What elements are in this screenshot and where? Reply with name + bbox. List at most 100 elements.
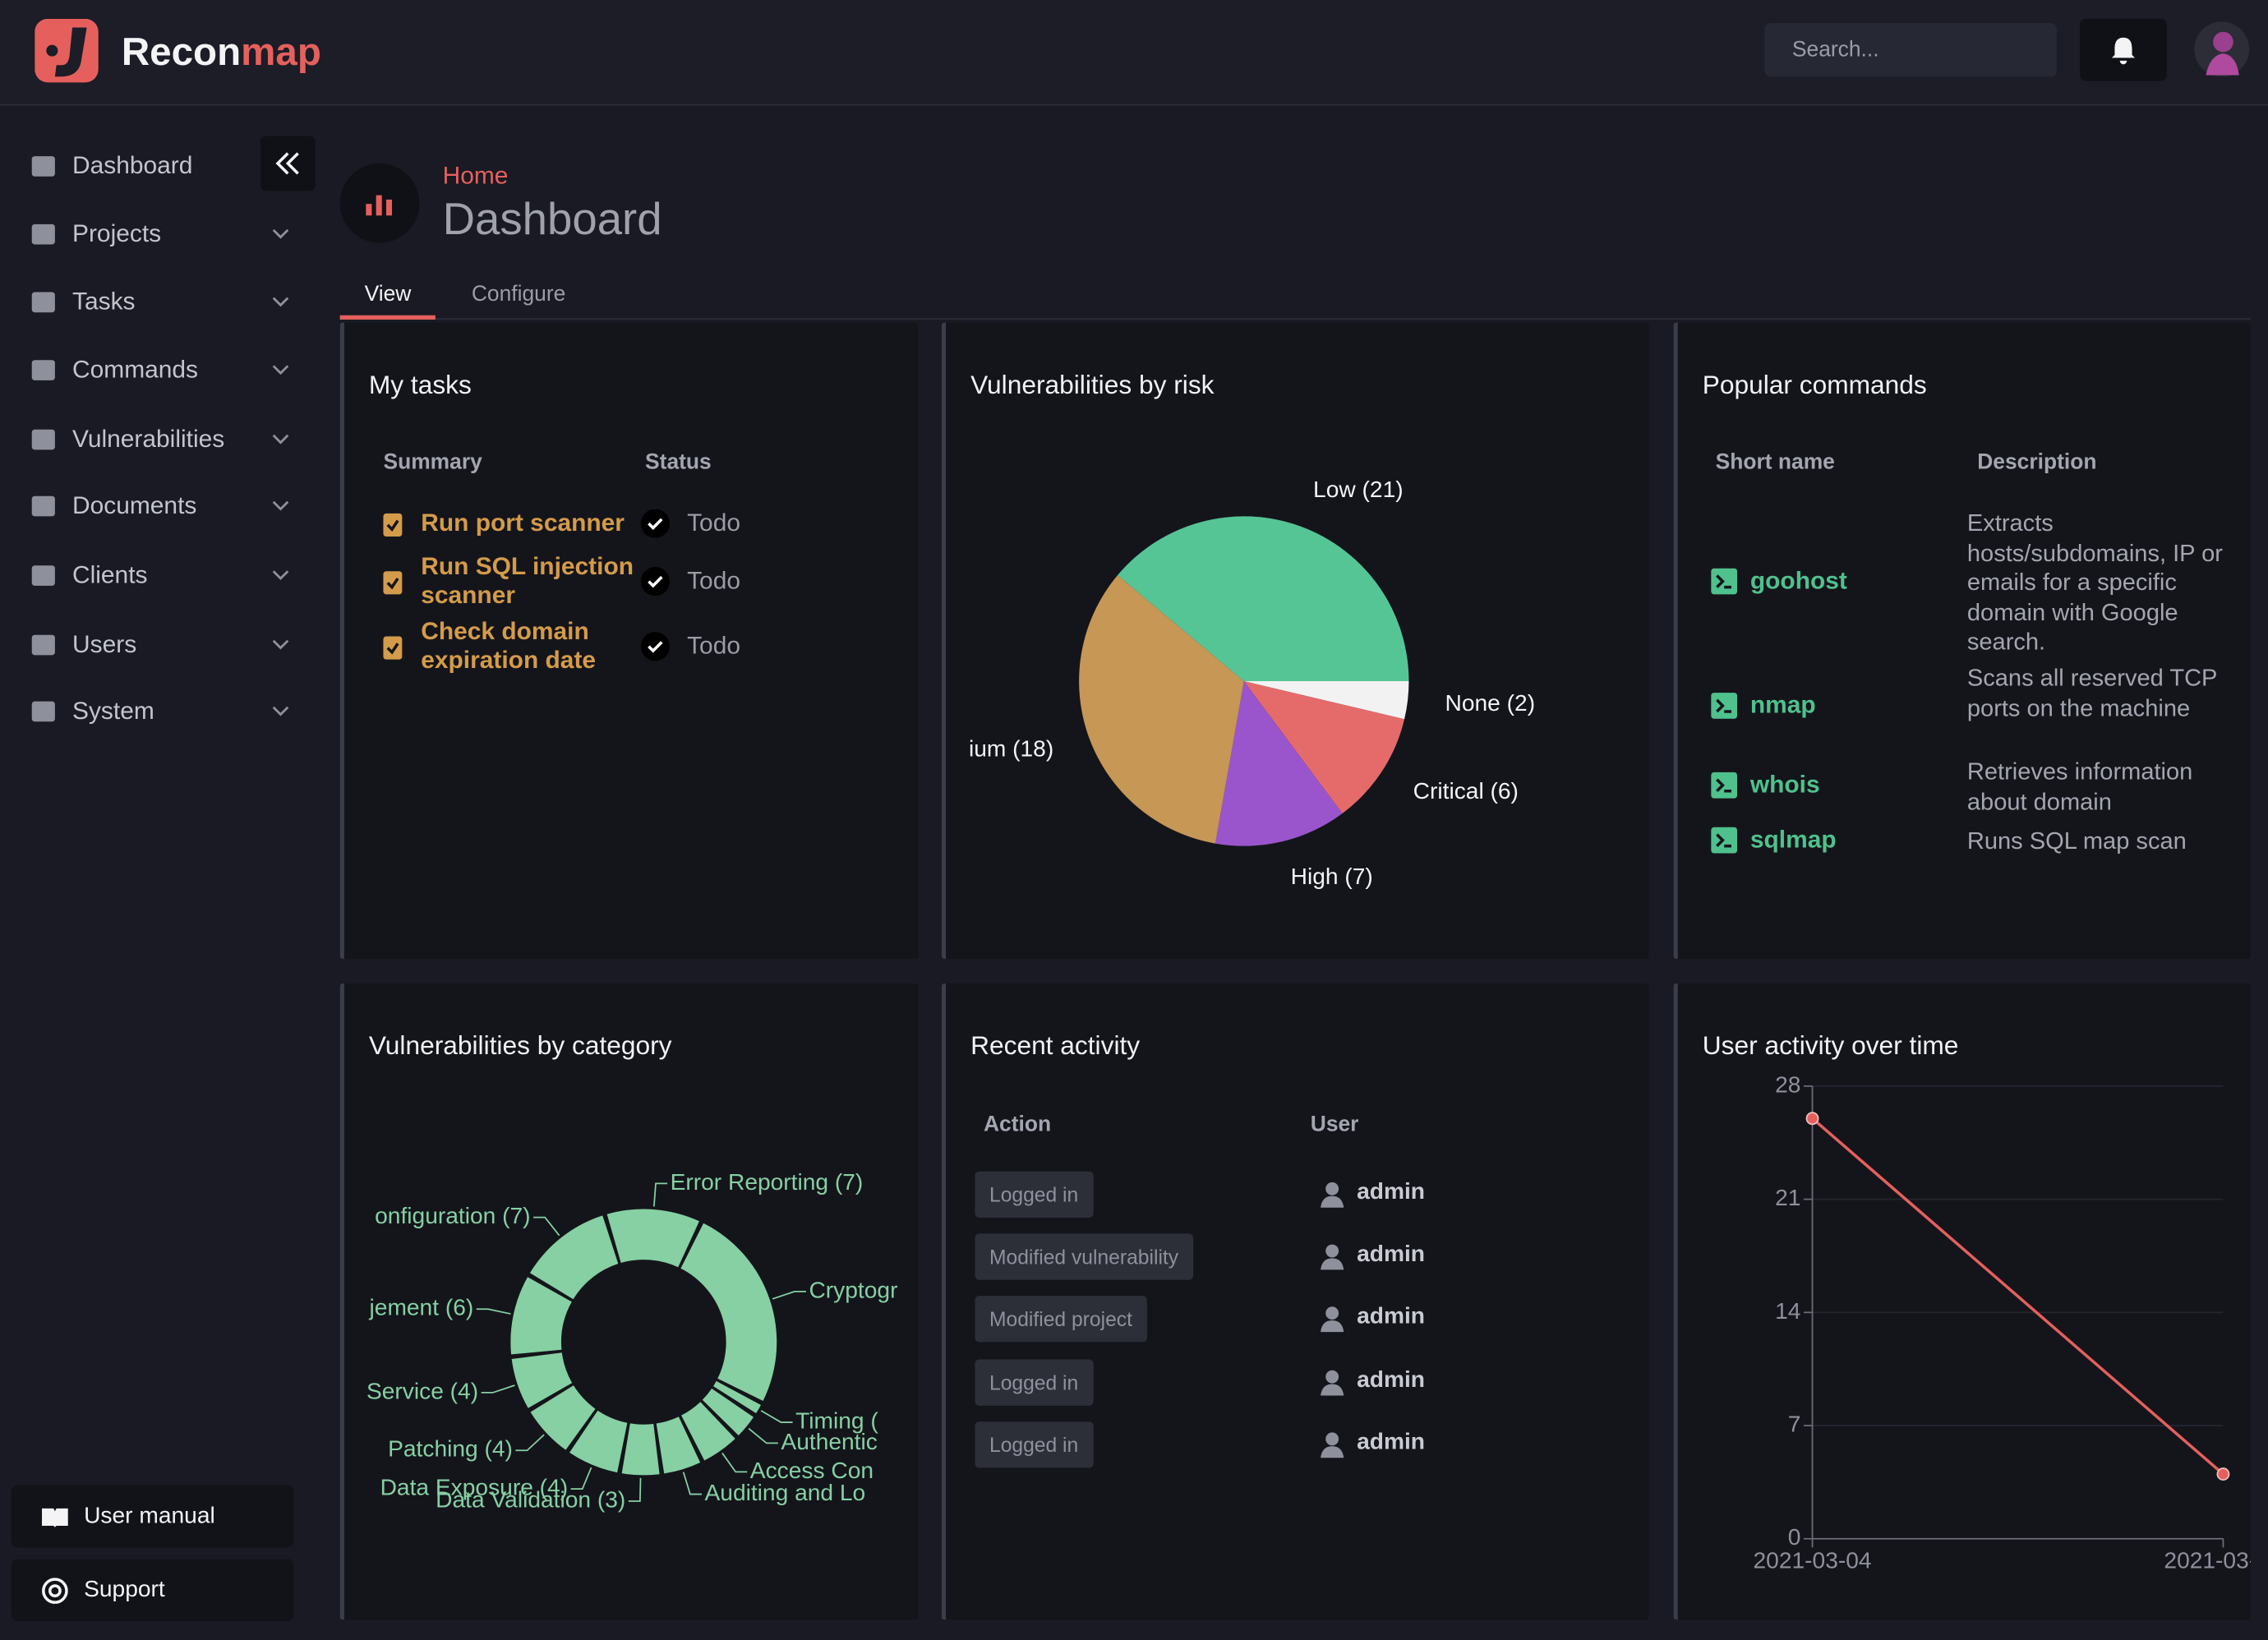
segment-label: Service (4)	[366, 1378, 478, 1403]
tab[interactable]: Configure	[471, 282, 566, 307]
nav-icon	[31, 429, 55, 450]
nav-label: Users	[72, 630, 137, 658]
command-name[interactable]: whois	[1749, 771, 1820, 799]
donut-segment	[569, 1410, 628, 1473]
nav-item[interactable]: Projects	[15, 205, 304, 263]
terminal-icon	[1711, 827, 1738, 854]
chevron-shape	[272, 570, 289, 581]
terminal-icon	[1711, 772, 1738, 799]
logo[interactable]	[35, 18, 101, 85]
nav-item[interactable]: Commands	[15, 341, 304, 398]
task-row: Check domain expiration date Todo	[380, 616, 901, 675]
user-body	[1321, 1384, 1344, 1396]
task-status: Todo	[687, 566, 741, 594]
nav-icon	[31, 156, 55, 177]
command-name[interactable]: nmap	[1749, 691, 1816, 719]
command-row: nmap	[1710, 661, 1816, 750]
brand[interactable]: Reconmap	[122, 29, 321, 75]
chevron-shape	[272, 639, 289, 650]
slice-label: High (7)	[1291, 864, 1373, 889]
user-icon	[1321, 1244, 1344, 1270]
donut-segment	[713, 1380, 761, 1414]
task-icon	[383, 635, 403, 659]
icon-shape	[31, 701, 55, 722]
line-series	[1811, 1117, 2224, 1476]
segment-label: Authentic	[781, 1429, 877, 1454]
line-point	[1805, 1112, 1819, 1126]
breadcrumb[interactable]: Home	[442, 162, 509, 190]
chevron-shape	[272, 706, 289, 716]
sidebar-footer-button[interactable]: Support	[12, 1559, 294, 1622]
terminal-prompt	[1716, 778, 1731, 793]
column-header: Short name	[1715, 449, 1835, 475]
task-icon	[383, 570, 403, 594]
action-badge: Logged in	[975, 1421, 1093, 1468]
footer-label: Support	[84, 1577, 165, 1602]
collapse-button[interactable]	[260, 136, 316, 191]
tab-divider	[339, 318, 2251, 320]
leader-line	[533, 1216, 560, 1237]
slice-label: None (2)	[1445, 690, 1536, 716]
avatar[interactable]	[2192, 21, 2250, 78]
search-box[interactable]: Search...	[1764, 23, 2058, 77]
nav-icon	[31, 292, 55, 313]
leader-line	[721, 1452, 748, 1473]
chevron[interactable]	[270, 704, 291, 719]
x-tick-label: 2021-03-05	[2164, 1547, 2250, 1573]
panel-title: Popular commands	[1702, 370, 1927, 399]
notifications-button[interactable]	[2080, 18, 2167, 81]
segment-label: Timing (	[795, 1407, 878, 1433]
chevron[interactable]	[270, 363, 291, 378]
chevron[interactable]	[270, 227, 291, 242]
icon-shape	[31, 634, 55, 656]
y-tick-label: 0	[1788, 1524, 1801, 1550]
nav-item[interactable]: Clients	[15, 546, 304, 604]
segment-label: jement (6)	[369, 1295, 474, 1320]
terminal-icon	[1711, 693, 1738, 719]
chevron[interactable]	[270, 432, 291, 447]
search-placeholder: Search...	[1791, 37, 1879, 62]
donut-segment	[680, 1223, 777, 1401]
icon-shape	[31, 565, 55, 586]
icon-shape	[31, 495, 55, 517]
chevron[interactable]	[270, 569, 291, 583]
pie-slice	[1243, 681, 1409, 720]
slice-label: ium (18)	[969, 736, 1053, 762]
nav-item[interactable]: Dashboard	[15, 137, 304, 195]
nav-icon	[31, 634, 55, 656]
chevron[interactable]	[270, 295, 291, 310]
user-head	[1325, 1370, 1339, 1384]
command-name[interactable]: goohost	[1749, 566, 1847, 595]
tab[interactable]: View	[364, 282, 412, 307]
action-badge: Modified project	[975, 1296, 1147, 1343]
column-header: Summary	[383, 449, 482, 475]
nav-label: Documents	[72, 491, 197, 519]
task-title[interactable]: Run SQL injection scanner	[421, 551, 634, 609]
support-icon	[42, 1577, 68, 1604]
status-check	[648, 640, 663, 652]
nav-item[interactable]: Vulnerabilities	[15, 411, 304, 468]
user-head	[1325, 1182, 1339, 1195]
panel-title: Vulnerabilities by risk	[970, 370, 1215, 399]
nav-item[interactable]: Documents	[15, 477, 304, 535]
command-name[interactable]: sqlmap	[1749, 826, 1837, 854]
status-icon	[640, 631, 670, 661]
nav-item[interactable]: Tasks	[15, 274, 304, 331]
chevron[interactable]	[270, 638, 291, 652]
sidebar-footer-button[interactable]: User manual	[12, 1485, 294, 1548]
icon-shape	[31, 292, 55, 313]
y-tick-label: 14	[1775, 1298, 1800, 1324]
action-badge: Modified vulnerability	[975, 1233, 1193, 1280]
status-icon	[640, 566, 670, 596]
my-tasks-panel: My tasks Summary Status Run port scanner…	[339, 322, 919, 959]
y-tick-label: 7	[1788, 1411, 1801, 1436]
command-description: Retrieves information about domain	[1966, 759, 2193, 815]
command-row: sqlmap	[1710, 824, 1837, 856]
task-title[interactable]: Check domain expiration date	[421, 616, 597, 674]
nav-item[interactable]: System	[15, 683, 304, 740]
chevron[interactable]	[270, 499, 291, 514]
task-title[interactable]: Run port scanner	[421, 509, 625, 537]
nav-item[interactable]: Users	[15, 616, 304, 674]
nav-icon	[31, 701, 55, 722]
